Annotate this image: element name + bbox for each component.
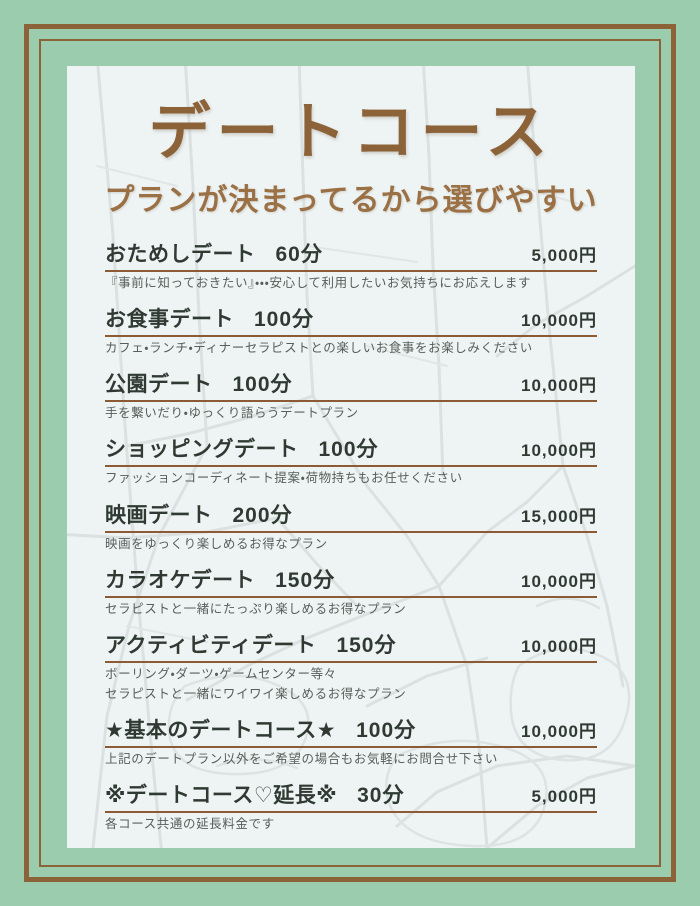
menu-item-header: 公園デート 100分 10,000円 [105,368,597,403]
menu-list: おためしデート 60分 5,000円 『事前に知っておきたい』・・・安心して利用し… [105,238,597,833]
menu-item[interactable]: ショッピングデート 100分 10,000円 ファッションコーディネート提案・荷物… [105,433,597,487]
menu-item-header: ※デートコース♡延長※ 30分 5,000円 [105,779,597,814]
menu-item-duration: 100分 [356,719,417,742]
menu-item-header: ★基本のデートコース★ 100分 10,000円 [105,714,597,748]
menu-item-header: アクティビティデート 150分 10,000円 [105,629,597,663]
menu-item-price: 5,000円 [531,246,597,265]
menu-item-duration: 100分 [318,438,379,462]
menu-item-header: ショッピングデート 100分 10,000円 [105,433,597,468]
menu-item-header: おためしデート 60分 5,000円 [105,238,597,272]
menu-item-price: 10,000円 [521,571,597,591]
menu-item-description: カフェ・ランチ・ディナーセラピストとの楽しいお食事をお楽しみください [105,341,533,356]
menu-item-duration: 150分 [336,633,397,657]
menu-item-price: 10,000円 [521,722,597,741]
menu-item-name: お食事デート [105,308,234,332]
menu-item-price: 5,000円 [531,787,597,807]
menu-item[interactable]: アクティビティデート 150分 10,000円 ボーリング・ダーツ・ゲームセンター… [105,629,597,703]
menu-item[interactable]: カラオケデート 150分 10,000円 セラピストと一緒にたっぷり楽しめるお得な… [105,564,597,618]
menu-item-duration: 60分 [275,243,323,266]
menu-item[interactable]: 公園デート 100分 10,000円 手を繋いだり・ゆっくり語らうデートプラン [105,368,597,422]
menu-item-price: 10,000円 [521,376,597,396]
menu-item[interactable]: お食事デート 100分 10,000円 カフェ・ランチ・ディナーセラピストとの楽し… [105,303,597,357]
poster-content: デートコース プランが決まってるから選びやすい おためしデート 60分 5,000… [67,102,635,848]
menu-item-name-row: カラオケデート 150分 [105,564,335,594]
menu-item-name: カラオケデート [105,568,256,592]
menu-item-price: 10,000円 [521,441,597,461]
menu-item-duration: 200分 [232,503,293,527]
menu-item-name-row: 公園デート 100分 [105,368,293,398]
menu-item-name-row: おためしデート 60分 [105,238,323,268]
menu-item-duration: 100分 [254,308,315,332]
content-panel: デートコース プランが決まってるから選びやすい おためしデート 60分 5,000… [67,66,635,848]
menu-item[interactable]: 映画デート 200分 15,000円 映画をゆっくり楽しめるお得なプラン [105,499,597,553]
menu-item-name-row: ショッピングデート 100分 [105,433,379,463]
menu-item-header: カラオケデート 150分 10,000円 [105,564,597,598]
menu-item-name: ※デートコース♡延長※ [105,784,338,808]
menu-item-name: 映画デート [105,503,213,527]
menu-item[interactable]: おためしデート 60分 5,000円 『事前に知っておきたい』・・・安心して利用し… [105,238,597,292]
menu-item-description-2: セラピストと一緒にワイワイ楽しめるお得なプラン [105,686,407,701]
menu-item-name: おためしデート [105,243,256,266]
menu-item-description: 上記のデートプラン以外をご希望の場合もお気軽にお問合せ下さい [105,752,499,766]
menu-item-header: 映画デート 200分 15,000円 [105,499,597,533]
menu-item-name: アクティビティデート [105,633,317,657]
menu-item-duration: 30分 [357,784,405,808]
menu-item-name: 公園デート [105,373,213,397]
menu-item[interactable]: ★基本のデートコース★ 100分 10,000円 上記のデートプラン以外をご希望の… [105,714,597,768]
menu-item-description: 各コース共通の延長料金です [105,817,275,832]
menu-item[interactable]: ※デートコース♡延長※ 30分 5,000円 各コース共通の延長料金です [105,779,597,833]
menu-item-description: 手を繋いだり・ゆっくり語らうデートプラン [105,406,359,421]
menu-item-header: お食事デート 100分 10,000円 [105,303,597,338]
menu-item-description: セラピストと一緒にたっぷり楽しめるお得なプラン [105,601,407,616]
menu-item-name-row: お食事デート 100分 [105,303,314,333]
menu-item-description: 映画をゆっくり楽しめるお得なプラン [105,536,328,551]
menu-item-name: ショッピングデート [105,438,299,462]
menu-item-description: ボーリング・ダーツ・ゲームセンター等々 [105,666,337,681]
page-subtitle: プランが決まってるから選びやすい [104,184,598,217]
menu-item-price: 10,000円 [521,311,597,331]
menu-item-name-row: ※デートコース♡延長※ 30分 [105,779,404,809]
menu-item-description: ファッションコーディネート提案・荷物持ちもお任せください [105,471,463,486]
page-title: デートコース [148,98,554,167]
menu-item-duration: 100分 [232,373,293,397]
menu-item-name-row: アクティビティデート 150分 [105,629,396,659]
menu-item-name: ★基本のデートコース★ [105,719,337,742]
menu-item-duration: 150分 [275,568,336,592]
menu-item-price: 15,000円 [521,506,597,526]
menu-item-price: 10,000円 [521,636,597,656]
menu-item-name-row: ★基本のデートコース★ 100分 [105,714,416,744]
menu-item-name-row: 映画デート 200分 [105,499,293,529]
menu-item-description: 『事前に知っておきたい』・・・安心して利用したいお気持ちにお応えします [105,276,532,290]
